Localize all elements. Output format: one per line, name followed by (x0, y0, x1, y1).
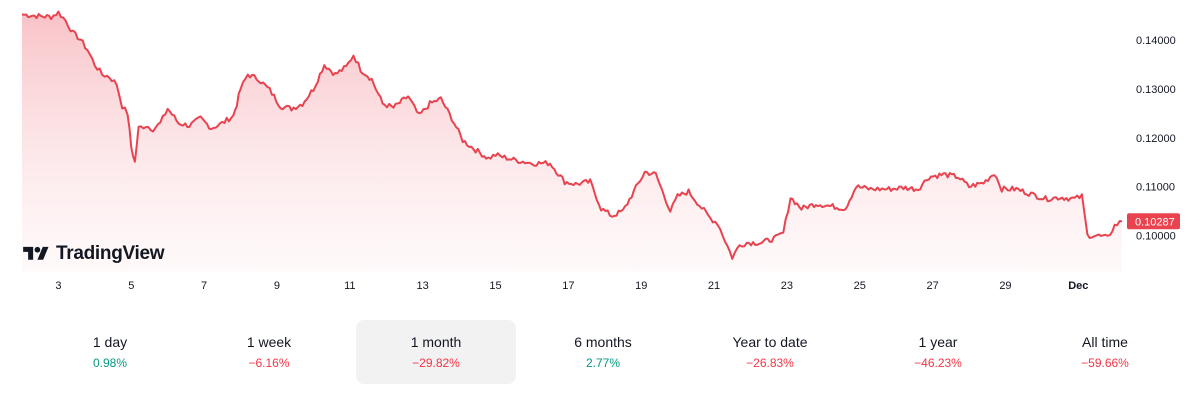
tab-label: 1 day (92, 333, 128, 350)
y-tick-label: 0.12000 (1136, 133, 1176, 145)
tab-all-time[interactable]: All time −59.66% (1025, 320, 1185, 384)
y-tick-label: 0.13000 (1136, 84, 1176, 96)
tab-change: 0.98% (92, 355, 128, 370)
tab-change: −26.83% (746, 355, 794, 370)
last-price-tag: 0.10287 (1127, 213, 1180, 230)
x-tick-label: 27 (926, 280, 938, 292)
y-tick-label: 0.11000 (1136, 182, 1175, 194)
y-axis: 0.10000 0.11000 0.12000 0.13000 0.14000 (1136, 35, 1176, 242)
x-tick-label: Dec (1068, 280, 1088, 292)
tab-change: −29.82% (412, 355, 460, 370)
tab-change: −59.66% (1081, 355, 1129, 370)
tab-label: 1 month (410, 333, 462, 350)
x-tick-label: 21 (708, 280, 720, 292)
x-tick-label: 9 (274, 280, 280, 292)
tradingview-logo-text: TradingView (56, 243, 165, 264)
x-tick-label: 7 (201, 280, 207, 292)
price-area-fill (22, 11, 1122, 272)
tab-label: Year to date (732, 333, 808, 350)
tab-year-to-date[interactable]: Year to date −26.83% (690, 320, 850, 384)
x-tick-label: 23 (781, 280, 793, 292)
price-chart[interactable]: 0.10000 0.11000 0.12000 0.13000 0.14000 3 5 7 9… (0, 0, 1200, 300)
x-tick-label: 17 (562, 280, 574, 292)
x-tick-label: 25 (854, 280, 866, 292)
tab-label: 1 year (918, 333, 958, 350)
price-line[interactable] (21, 10, 1123, 260)
tab-1-month[interactable]: 1 month −29.82% (356, 320, 516, 384)
x-tick-label: 29 (999, 280, 1011, 292)
tab-change: −6.16% (248, 355, 290, 370)
tab-1-week[interactable]: 1 week −6.16% (189, 320, 349, 384)
tab-1-year[interactable]: 1 year −46.23% (858, 320, 1018, 384)
y-tick-label: 0.14000 (1136, 35, 1176, 47)
period-tabs: 1 day 0.98% 1 week −6.16% 1 month −29.82… (0, 320, 1200, 386)
tab-6-months[interactable]: 6 months 2.77% (523, 320, 683, 384)
tradingview-logo-icon (23, 246, 49, 260)
x-tick-label: 15 (489, 280, 501, 292)
tab-change: 2.77% (585, 355, 621, 370)
x-tick-label: 19 (635, 280, 647, 292)
x-tick-label: 11 (344, 280, 355, 292)
tradingview-logo[interactable]: TradingView (22, 243, 165, 265)
x-tick-label: 13 (417, 280, 429, 292)
tab-label: 1 week (246, 333, 292, 350)
tab-label: All time (1082, 333, 1128, 350)
tab-1-day[interactable]: 1 day 0.98% (30, 320, 190, 384)
tab-change: −46.23% (914, 355, 962, 370)
tab-label: 6 months (574, 333, 632, 350)
last-price-value: 0.10287 (1135, 216, 1175, 228)
x-tick-label: 5 (128, 280, 134, 292)
x-axis: 3 5 7 9 11 13 15 17 19 21 23 25 27 29 Dec (55, 280, 1088, 292)
x-tick-label: 3 (55, 280, 61, 292)
y-tick-label: 0.10000 (1136, 230, 1176, 242)
